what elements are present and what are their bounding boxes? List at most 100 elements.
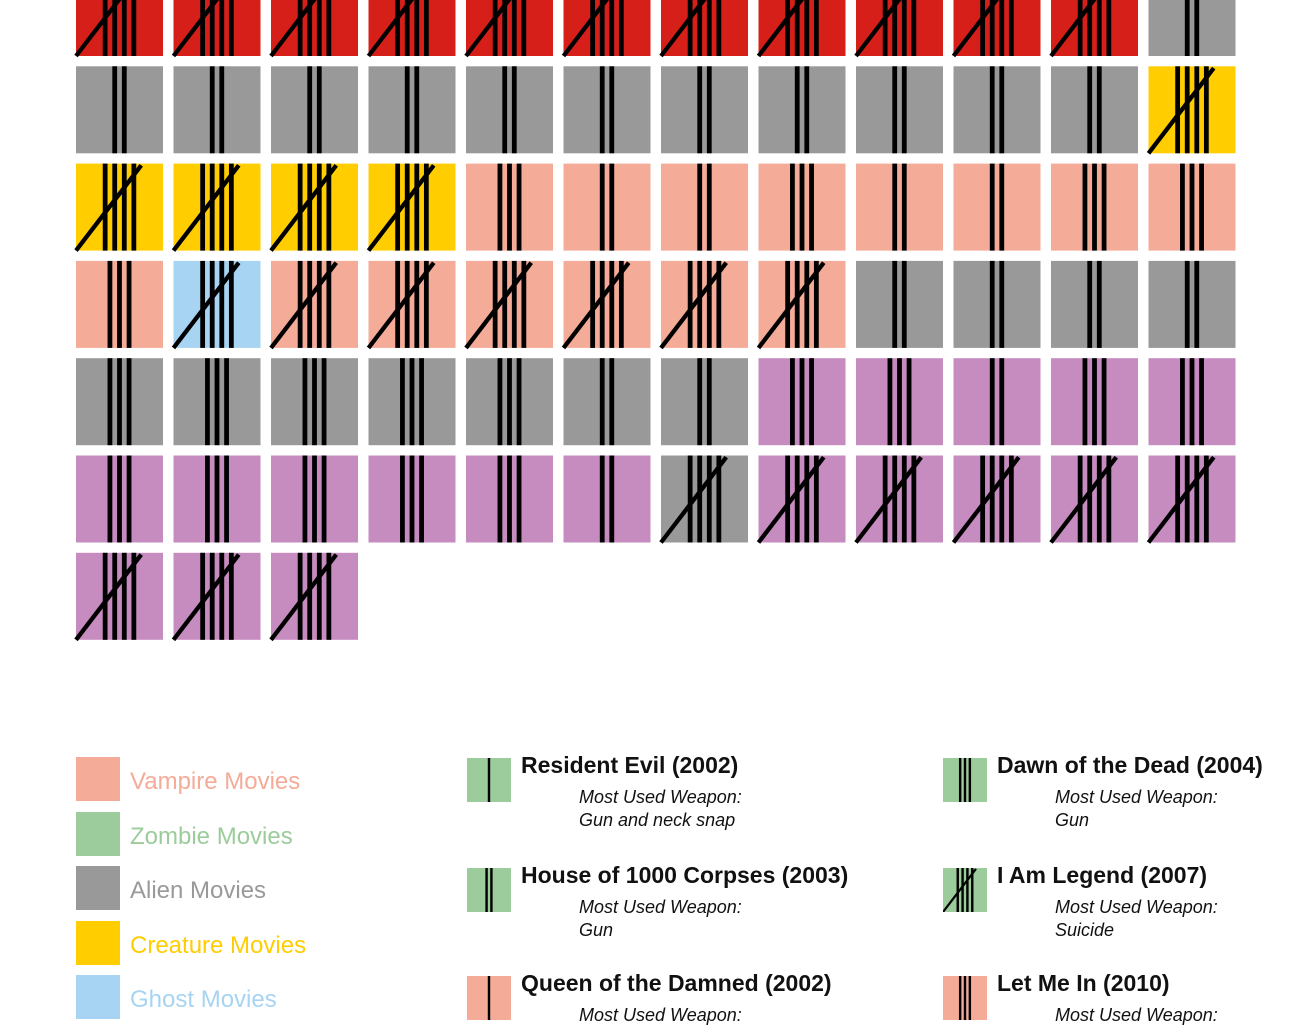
tally-mark [882,0,888,56]
tally-mark [209,163,215,251]
tally-mark [312,455,317,543]
tally-cell [758,260,846,348]
tally-mark [1101,358,1107,446]
tally-mark [963,976,967,1020]
tally-mark [813,260,819,348]
legend-label-zombie: Zombie Movies [130,822,293,850]
weapon-label: Most Used Weapon: [1055,787,1218,807]
tally-mark [590,0,596,56]
tally-mark [794,260,800,348]
tally-mark [214,455,220,543]
weapon-label: Most Used Weapon: [1055,897,1218,917]
tally-mark [107,358,113,446]
tally-mark [963,758,967,802]
tally-cell [953,163,1041,251]
tally-mark [228,163,234,251]
tally-mark [989,358,995,446]
tally-cell [271,260,358,348]
tally-slash [171,261,241,350]
tally-mark [395,0,401,56]
tally-mark [1180,358,1185,446]
tally-cell [856,66,943,154]
tally-mark [706,0,712,56]
tally-mark [107,260,113,348]
tally-cell [661,163,748,251]
tally-mark [599,455,605,543]
tally-mark [419,358,424,446]
movie-swatch [467,758,511,802]
tally-mark [219,66,225,154]
tally-cell [271,552,358,640]
tally-mark [1096,455,1102,543]
tally-mark [1175,455,1181,543]
movie-swatch [943,758,987,802]
tally-mark [121,0,127,56]
tally-mark [297,163,303,251]
tally-mark [999,358,1005,446]
tally-mark [980,0,986,56]
tally-slash [943,868,977,912]
tally-cell [563,163,651,251]
tally-mark [716,260,722,348]
movie-title: Let Me In (2010) [997,970,1170,996]
tally-mark [609,66,615,154]
tally-mark [516,358,522,446]
movie-title: Resident Evil (2002) [521,752,739,778]
tally-mark [112,552,118,640]
tally-mark [516,163,522,251]
tally-mark [219,0,225,56]
movie-swatch-fill [943,868,987,912]
tally-mark [102,163,108,251]
tally-mark [200,260,206,348]
tally-mark [794,66,800,154]
tally-cell [661,66,748,154]
tally-cell [1148,260,1236,348]
tally-mark [404,163,410,251]
tally-mark [609,358,615,446]
tally-mark [697,260,703,348]
tally-mark [409,455,415,543]
tally-cell [368,66,456,154]
tally-cell [1051,0,1138,56]
tally-mark [502,66,508,154]
tally-mark [326,260,332,348]
movie-swatch [943,976,987,1020]
tally-mark [297,0,303,56]
tally-cell [953,260,1041,348]
tally-mark [209,0,215,56]
tally-mark [804,260,810,348]
tally-slash [366,261,436,350]
tally-mark [901,66,907,154]
tally-cell [856,0,943,56]
movie-swatch [943,868,987,912]
tally-mark [307,66,313,154]
tally-mark [1087,260,1093,348]
tally-cell [1051,455,1138,543]
tally-mark [892,0,898,56]
tally-mark [307,163,313,251]
movie-swatch-fill [467,868,511,912]
tally-mark [958,976,962,1020]
tally-mark [209,260,215,348]
tally-slash [561,261,631,350]
tally-mark [404,260,410,348]
tally-mark [599,66,605,154]
tally-slash [951,455,1021,544]
tally-slash [561,0,610,58]
tally-mark [423,260,429,348]
tally-mark [1184,66,1190,154]
tally-cell [856,260,943,348]
weapon-label: Most Used Weapon: [579,787,742,807]
tally-mark [423,163,429,251]
tally-mark [590,260,596,348]
tally-mark [404,0,410,56]
tally-mark [219,163,225,251]
tally-mark [618,0,624,56]
tally-slash [171,0,220,58]
tally-slash [1146,66,1216,155]
tally-mark [487,976,491,1020]
tally-mark [507,163,512,251]
tally-mark [316,552,322,640]
tally-mark [200,0,206,56]
tally-cell [563,260,651,348]
